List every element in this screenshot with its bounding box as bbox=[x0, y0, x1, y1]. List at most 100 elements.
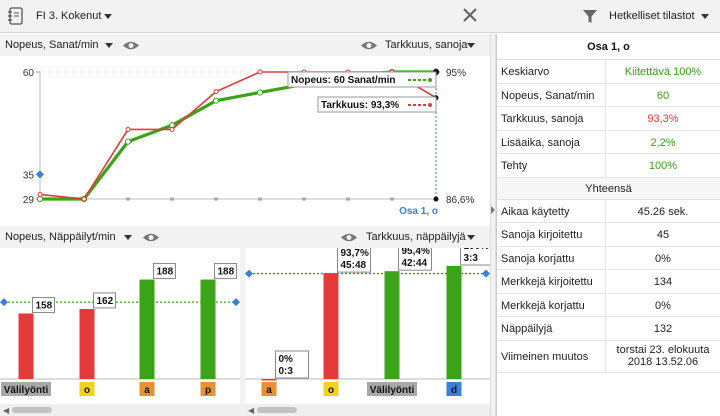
average-marker-right bbox=[482, 269, 490, 278]
stat-label: Merkkejä kirjoitettu bbox=[501, 276, 593, 288]
accuracy-selector[interactable]: Tarkkuus, sanoja bbox=[385, 39, 468, 51]
speed-callout: Nopeus: 60 Sanat/min bbox=[291, 75, 395, 86]
data-point bbox=[36, 195, 44, 203]
bar-value-label: 158 bbox=[36, 300, 53, 311]
stat-label: Sanoja kirjoitettu bbox=[501, 229, 583, 241]
eye-icon[interactable] bbox=[122, 40, 140, 51]
eye-icon[interactable] bbox=[360, 40, 378, 51]
bar-value-label-box bbox=[337, 248, 371, 273]
bar bbox=[446, 266, 462, 379]
y-tick-label: 60 bbox=[23, 68, 35, 79]
horizontal-scrollbar[interactable]: ◀ bbox=[245, 404, 490, 416]
scroll-left-icon[interactable]: ◀ bbox=[3, 406, 10, 415]
stat-value: 60 bbox=[656, 89, 670, 102]
panel-gap bbox=[240, 248, 245, 416]
key-tag bbox=[79, 382, 95, 396]
stat-value: 45 bbox=[656, 229, 670, 241]
bar bbox=[384, 271, 400, 379]
key-tag-label: o bbox=[84, 385, 90, 396]
data-point bbox=[125, 126, 131, 132]
accuracy-callout-legend-dot bbox=[428, 103, 432, 107]
stat-value: 132 bbox=[653, 323, 673, 335]
chevron-down-icon[interactable] bbox=[701, 14, 709, 19]
stat-row: Lisäaika, sanoja 2,2% bbox=[497, 130, 720, 154]
stat-value: torstai 23. elokuuta 2018 13.52.06 bbox=[616, 343, 710, 368]
bar bbox=[200, 279, 216, 379]
stats-heading: Osa 1, o bbox=[497, 34, 720, 60]
pane-splitter[interactable] bbox=[490, 34, 496, 416]
bar-value-label: 0% bbox=[279, 354, 294, 365]
x-tick bbox=[346, 197, 350, 201]
data-point bbox=[212, 97, 220, 104]
key-tag-label: Välilyönti bbox=[4, 385, 49, 396]
x-tick bbox=[126, 197, 130, 201]
chevron-down-icon[interactable] bbox=[104, 14, 112, 19]
speed-callout-legend-dot bbox=[428, 78, 432, 82]
average-marker-left bbox=[245, 269, 253, 278]
scroll-left-icon[interactable]: ◀ bbox=[248, 406, 255, 415]
key-tag bbox=[323, 382, 339, 396]
stat-value: 93,3% bbox=[647, 113, 679, 125]
stat-value: Kiitettävä 100% bbox=[624, 66, 702, 78]
chevron-down-icon[interactable] bbox=[467, 235, 475, 240]
stat-label: Lisäaika, sanoja bbox=[501, 136, 580, 149]
x-tick bbox=[302, 197, 306, 201]
stat-row: Sanoja korjattu 0% bbox=[497, 246, 720, 270]
eye-icon[interactable] bbox=[142, 232, 160, 243]
stats-title[interactable]: Hetkelliset tilastot bbox=[609, 10, 695, 22]
key-tag bbox=[446, 382, 462, 396]
stat-value: 134 bbox=[653, 276, 673, 288]
average-marker-right bbox=[232, 298, 240, 307]
filter-icon[interactable] bbox=[582, 9, 598, 25]
top-chart-header: Nopeus, Sanat/min Tarkkuus, sanoja bbox=[0, 34, 490, 56]
cursor-bottom-marker bbox=[433, 196, 439, 202]
bar-value-label-box bbox=[460, 248, 490, 266]
stat-row: Merkkejä kirjoitettu 134 bbox=[497, 270, 720, 294]
document-title[interactable]: FI 3. Kokenut bbox=[36, 10, 102, 22]
average-marker-left bbox=[0, 298, 8, 307]
splitter-arrow-icon[interactable] bbox=[491, 206, 495, 214]
speed-selector[interactable]: Nopeus, Sanat/min bbox=[5, 39, 99, 51]
stat-row: Aikaa käytetty 45.26 sek. bbox=[497, 199, 720, 223]
chevron-down-icon[interactable] bbox=[124, 235, 132, 240]
y-tick-label: 29 bbox=[23, 195, 35, 206]
bar-value-label: 45:48 bbox=[341, 260, 367, 271]
keystroke-accuracy-selector[interactable]: Tarkkuus, näppäilyjä bbox=[366, 231, 466, 243]
bar-value-label: 162 bbox=[97, 296, 114, 307]
bar-value-label-box bbox=[398, 248, 432, 271]
data-point bbox=[81, 196, 87, 202]
x-tick bbox=[390, 197, 394, 201]
data-point bbox=[37, 191, 43, 197]
data-point bbox=[124, 138, 132, 145]
speed-accuracy-line-chart: 60 35 29 95% 86,6% Osa 1, o Nopeus: 60 Sanat/m… bbox=[23, 68, 474, 217]
eye-icon[interactable] bbox=[340, 232, 358, 243]
scroll-thumb[interactable] bbox=[12, 407, 52, 413]
stat-label: Tarkkuus, sanoja bbox=[501, 113, 584, 125]
keystroke-speed-selector[interactable]: Nopeus, Näppäilyt/min bbox=[5, 231, 116, 243]
y-right-tick-label: 86,6% bbox=[446, 195, 474, 206]
key-tag bbox=[261, 382, 277, 396]
bar-value-label-box bbox=[32, 296, 55, 313]
stat-row: Nopeus, Sanat/min 60 bbox=[497, 83, 720, 107]
horizontal-scrollbar[interactable]: ◀ bbox=[0, 404, 240, 416]
stat-label: Merkkejä korjattu bbox=[501, 299, 585, 312]
stat-row: Näppäilyjä 132 bbox=[497, 317, 720, 341]
key-tag-label: p bbox=[205, 385, 211, 396]
key-tag bbox=[139, 382, 155, 396]
notebook-icon[interactable] bbox=[7, 7, 23, 25]
stat-row: Sanoja kirjoitettu 45 bbox=[497, 223, 720, 247]
data-point bbox=[256, 89, 264, 96]
chevron-down-icon[interactable] bbox=[105, 43, 113, 48]
x-tick bbox=[170, 197, 174, 201]
keystroke-accuracy-bar-chart: 0%0:3 a 93,7%45:48 o 95,4%42:44 Välilyönti 100… bbox=[245, 248, 490, 396]
chevron-down-icon[interactable] bbox=[467, 43, 475, 48]
stat-label: Nopeus, Sanat/min bbox=[501, 89, 595, 102]
bar-value-label-box bbox=[214, 263, 237, 280]
bar bbox=[79, 308, 95, 379]
key-tag-label: o bbox=[328, 385, 334, 396]
stat-row-last-change: Viimeinen muutos torstai 23. elokuuta 20… bbox=[497, 340, 720, 373]
scroll-thumb[interactable] bbox=[257, 407, 297, 413]
close-icon[interactable] bbox=[461, 6, 479, 24]
key-tag bbox=[1, 382, 51, 396]
stat-label: Näppäilyjä bbox=[501, 323, 553, 335]
